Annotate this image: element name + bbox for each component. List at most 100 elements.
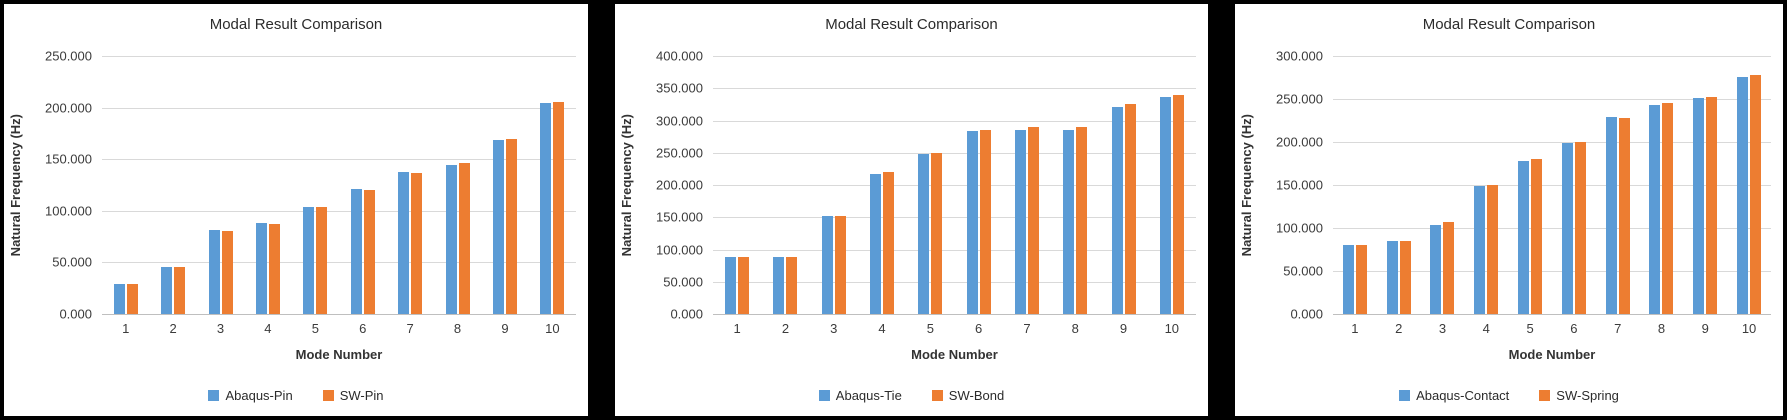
x-axis-tick-label: 2 (1395, 321, 1403, 336)
x-axis-tick-label: 10 (1741, 321, 1757, 336)
bar-abaqus-pin-mode-2 (161, 266, 173, 314)
bar-sw-pin-mode-7 (411, 172, 423, 314)
bar-abaqus-pin-mode-4 (255, 223, 267, 314)
plot-column: 0.000 50.000 100.000 150.000 200.000 250.000 3… (1257, 49, 1783, 336)
bar-abaqus-pin-mode-1 (113, 284, 125, 314)
x-axis-tick-label: 1 (122, 321, 130, 336)
y-axis-title: Natural Frequency (Hz) (7, 113, 23, 257)
y-axis-tick-label: 250.000 (1276, 91, 1323, 107)
gridline (102, 107, 576, 109)
x-axis-tick-label: 5 (1526, 321, 1534, 336)
legend-swatch-icon (322, 390, 334, 401)
plot-column: 0.000 50.000 100.000 150.000 200.000 250.000 3… (637, 49, 1208, 336)
bar-sw-spring-mode-5 (1531, 159, 1543, 314)
legend: Abaqus-Tie SW-Bond (615, 388, 1208, 403)
x-axis-tick-label: 5 (926, 321, 934, 336)
bar-group (810, 56, 858, 314)
gridline (713, 281, 1196, 283)
gridline (713, 249, 1196, 251)
bar-sw-pin-mode-1 (126, 284, 138, 314)
y-axis-tick-label: 200.000 (1276, 134, 1323, 150)
bar-sw-pin-mode-10 (553, 102, 565, 314)
bar-sw-bond-mode-8 (1076, 126, 1088, 314)
bar-group (1552, 56, 1596, 314)
y-axis-tick-label: 300.000 (656, 113, 703, 128)
y-axis-tick-label: 300.000 (1276, 48, 1323, 64)
gridline (713, 152, 1196, 154)
gridline (1333, 142, 1771, 143)
y-axis-tick-label: 200.000 (656, 177, 703, 193)
bar-abaqus-tie-mode-2 (773, 257, 785, 314)
legend-item: Abaqus-Pin (208, 388, 293, 403)
x-axis-tick-label: 10 (1164, 321, 1180, 336)
legend-swatch-icon (1399, 390, 1411, 401)
bar-abaqus-contact-mode-2 (1386, 240, 1398, 314)
legend-swatch-icon (818, 390, 830, 401)
chart-body: Natural Frequency (Hz) 0.000 50.000 100.00… (4, 49, 588, 336)
x-axis-tick-label: 8 (1657, 321, 1666, 336)
legend-swatch-icon (1539, 390, 1551, 401)
y-axis-tick-label: 0.000 (1290, 306, 1323, 322)
x-axis-tick-label: 7 (1023, 321, 1031, 336)
y-axis-title-column: Natural Frequency (Hz) (615, 56, 637, 314)
legend-label: Abaqus-Contact (1416, 388, 1510, 403)
bar-group (1683, 56, 1727, 314)
bar-group (761, 56, 809, 314)
x-axis-line (102, 314, 576, 315)
bar-sw-pin-mode-6 (363, 190, 375, 314)
bar-sw-spring-mode-6 (1574, 142, 1586, 314)
legend-swatch-icon (208, 390, 220, 401)
y-axis-tick-label: 200.000 (45, 100, 92, 116)
x-axis-tick-label: 1 (1351, 321, 1359, 336)
bar-group (858, 56, 906, 314)
legend-item: SW-Spring (1539, 388, 1619, 403)
bar-sw-bond-mode-4 (883, 172, 895, 314)
plot-area: 0.000 50.000 100.000 150.000 200.000 250.000 3… (656, 49, 1196, 336)
bar-group (1508, 56, 1552, 314)
bar-sw-bond-mode-10 (1172, 94, 1184, 314)
legend-label: Abaqus-Tie (835, 388, 902, 403)
bar-sw-pin-mode-2 (174, 266, 186, 314)
bar-sw-bond-mode-5 (931, 153, 943, 314)
gridline (102, 262, 576, 264)
y-axis-tick-label: 150.000 (656, 209, 703, 225)
gridline (1333, 56, 1771, 57)
gridline (713, 217, 1196, 219)
bar-group (434, 56, 481, 314)
bar-abaqus-pin-mode-8 (445, 165, 457, 314)
bar-abaqus-contact-mode-9 (1693, 98, 1705, 314)
x-axis-tick-label: 8 (1071, 321, 1079, 336)
bar-group (1464, 56, 1508, 314)
x-axis-line (713, 314, 1196, 315)
bar-group (906, 56, 954, 314)
y-axis-tick-label: 250.000 (656, 145, 703, 161)
chart-panel-pin: Modal Result Comparison Natural Frequenc… (4, 4, 588, 416)
bar-series (1333, 56, 1771, 314)
y-axis-tick-label: 0.000 (59, 306, 92, 322)
gridline (102, 56, 576, 57)
x-axis-tick-label: 6 (1570, 321, 1578, 336)
y-axis-tick-label: 50.000 (52, 254, 92, 270)
gridline (1333, 99, 1771, 100)
y-axis-title-column: Natural Frequency (Hz) (1235, 56, 1257, 314)
y-axis-tick-label: 400.000 (656, 48, 703, 64)
bar-abaqus-contact-mode-10 (1737, 76, 1749, 314)
bar-abaqus-tie-mode-4 (870, 174, 882, 314)
y-axis-tick-label: 100.000 (1276, 220, 1323, 236)
chart-title: Modal Result Comparison (1422, 16, 1596, 33)
gridline (1333, 271, 1771, 272)
legend-item: SW-Pin (322, 388, 384, 403)
legend-item: SW-Bond (931, 388, 1004, 403)
y-axis-tick-label: 250.000 (45, 48, 92, 64)
x-axis-tick-label: 2 (169, 321, 177, 336)
bar-group (1003, 56, 1051, 314)
legend-label: Abaqus-Pin (225, 388, 293, 403)
chart-body: Natural Frequency (Hz) 0.000 50.000 100.00… (615, 49, 1208, 336)
bar-abaqus-tie-mode-5 (918, 154, 930, 314)
bar-group (1051, 56, 1099, 314)
bar-group (386, 56, 433, 314)
bar-abaqus-tie-mode-8 (1063, 129, 1075, 314)
bar-abaqus-contact-mode-8 (1649, 105, 1661, 314)
plot-area: 0.000 50.000 100.000 150.000 200.000 250.000 3… (1276, 49, 1771, 336)
gridline (102, 210, 576, 212)
